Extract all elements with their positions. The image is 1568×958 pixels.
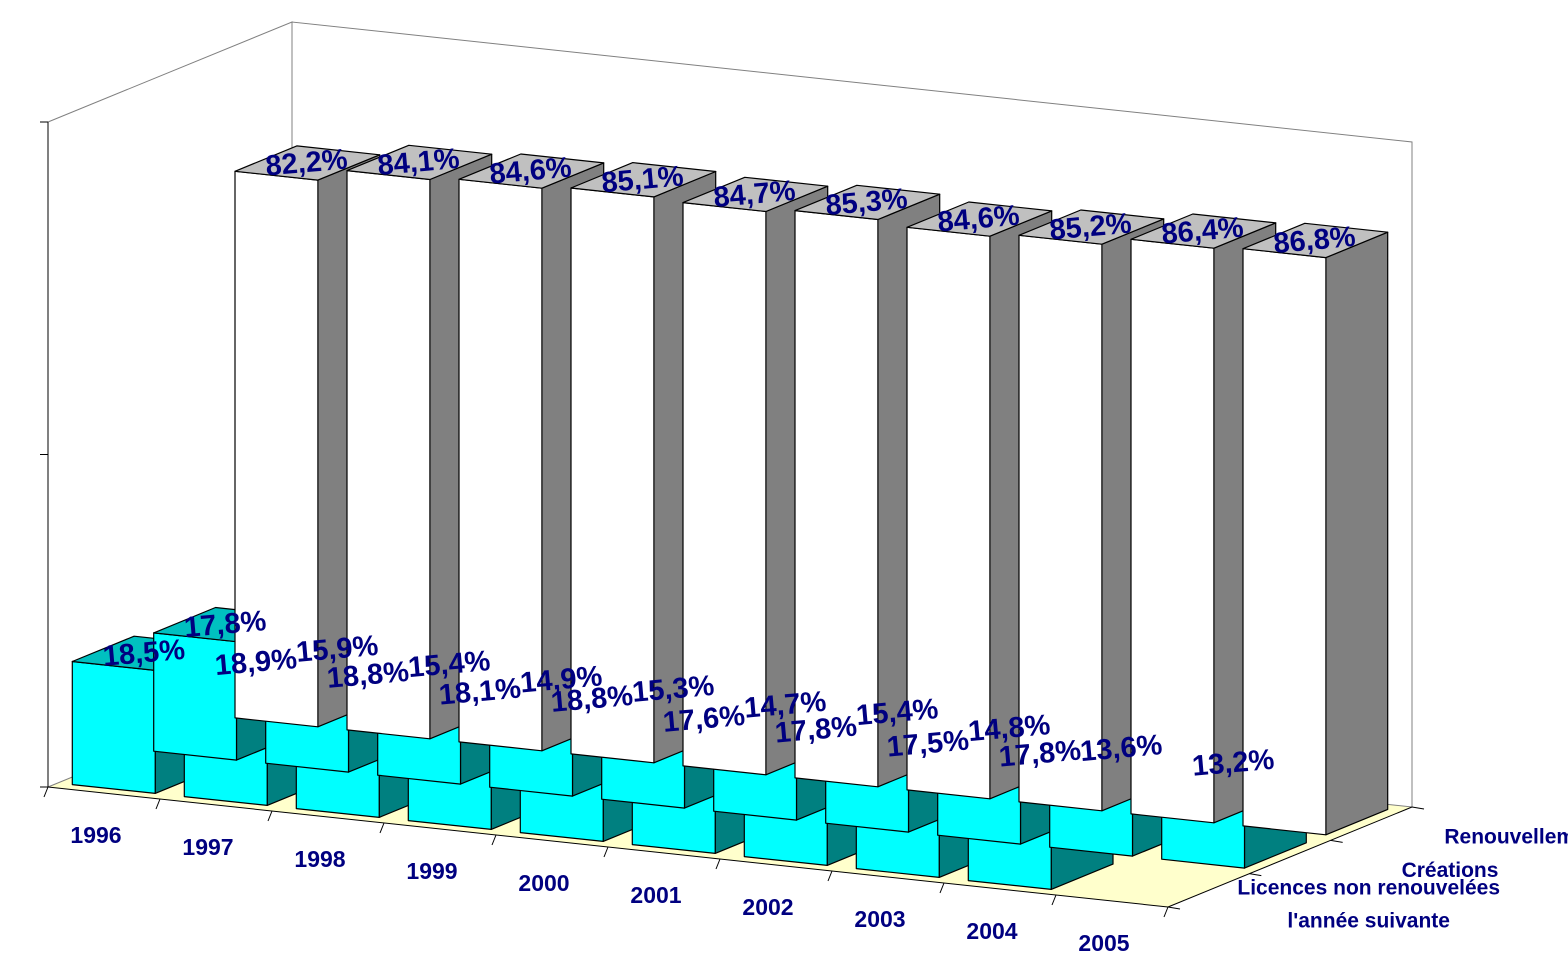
category-label-2004: 2004: [966, 918, 1017, 944]
bar-s3-1996-front: [71, 660, 156, 795]
bar-s1-1996-top: [234, 145, 381, 181]
data-label: 84,7%: [712, 175, 797, 214]
data-label: 13,6%: [1079, 729, 1164, 768]
data-label: 84,1%: [376, 143, 461, 182]
data-label: 18,9%: [214, 643, 299, 682]
series-axis-tick: [1411, 806, 1425, 810]
bar-s1-2005-top: [1242, 222, 1389, 259]
category-label-1999: 1999: [406, 858, 457, 884]
data-label: 17,5%: [886, 724, 971, 763]
series-label-2: Créations: [1402, 859, 1499, 882]
bar-s1-2005-side: [1325, 231, 1389, 836]
category-axis-tick: [491, 834, 497, 846]
category-label-2000: 2000: [518, 870, 569, 896]
data-label: 18,1%: [438, 672, 523, 711]
category-label-2003: 2003: [854, 906, 905, 932]
series-label-line: Licences non renouvelées: [1237, 876, 1500, 899]
bar-s1-2004-top: [1130, 213, 1277, 249]
data-label: 15,3%: [631, 670, 716, 709]
category-label-1998: 1998: [294, 846, 345, 872]
data-label: 15,9%: [295, 630, 380, 669]
data-label: 84,6%: [936, 200, 1021, 239]
data-label: 13,2%: [1191, 744, 1276, 783]
series-axis-line: [1167, 806, 1413, 908]
category-axis-tick: [1163, 906, 1169, 918]
series-axis-tick: [1330, 839, 1343, 843]
data-label: 18,8%: [326, 656, 411, 695]
category-axis-tick: [603, 846, 609, 858]
bar-s1-1999-top: [570, 162, 717, 198]
category-axis-tick: [155, 798, 161, 810]
category-label-2001: 2001: [630, 882, 681, 908]
data-label: 82,2%: [264, 143, 349, 182]
bar-s1-2001-top: [794, 184, 941, 221]
data-label: 85,2%: [1048, 208, 1133, 247]
bar-s1-1998-top: [458, 153, 605, 189]
data-label: 18,5%: [102, 634, 187, 673]
data-label: 14,7%: [743, 686, 828, 725]
data-label: 86,8%: [1272, 221, 1357, 260]
data-label: 17,6%: [662, 700, 747, 739]
category-label-1996: 1996: [70, 822, 121, 848]
bar-s1-2000-top: [682, 176, 829, 213]
category-axis-tick: [379, 822, 385, 834]
bar-s1-1997-top: [346, 144, 493, 181]
data-label: 85,1%: [600, 160, 685, 199]
series-label-line: Renouvellements: [1444, 826, 1568, 849]
series-axis-tick: [1167, 906, 1181, 910]
data-label: 14,9%: [519, 660, 604, 699]
data-label: 18,8%: [550, 680, 635, 719]
data-label: 17,8%: [183, 605, 268, 644]
data-label: 84,6%: [488, 152, 573, 191]
series-label-3: Licences non renouvelées l'année suivante: [1237, 876, 1500, 932]
data-label: 15,4%: [407, 645, 492, 684]
category-axis-tick: [715, 858, 721, 870]
category-axis-tick: [1051, 894, 1057, 906]
category-label-2005: 2005: [1078, 930, 1129, 956]
data-label: 14,8%: [967, 709, 1052, 748]
series-label-line: l'année suivante: [1287, 909, 1450, 932]
data-label: 17,8%: [774, 710, 859, 749]
data-label: 85,3%: [824, 183, 909, 222]
category-axis-tick: [43, 786, 49, 798]
category-label-2002: 2002: [742, 894, 793, 920]
data-label: 15,4%: [855, 693, 940, 732]
category-axis-tick: [939, 882, 945, 894]
category-label-1997: 1997: [182, 834, 233, 860]
data-label: 17,8%: [998, 734, 1083, 773]
bar-s1-2003-top: [1018, 209, 1165, 245]
series-label-1: Renouvellements: [1444, 826, 1568, 849]
series-axis-tick: [1249, 873, 1262, 877]
series-label-line: Créations: [1402, 859, 1499, 882]
category-axis-tick: [827, 870, 833, 882]
bar-s1-2002-top: [906, 201, 1053, 237]
category-axis-tick: [267, 810, 273, 822]
data-label: 86,4%: [1160, 212, 1245, 251]
